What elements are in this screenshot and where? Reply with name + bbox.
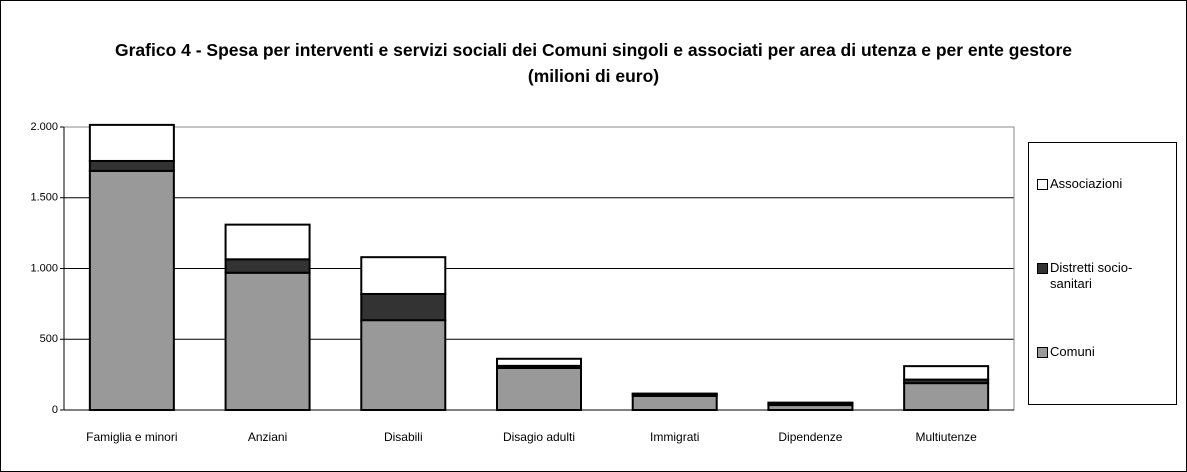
x-tick-label: Multiutenze [915,430,977,444]
x-tick-label: Immigrati [650,430,700,444]
bar-segment [88,159,175,172]
legend-item: Distretti socio-sanitari [1037,260,1177,292]
bar-segment [224,223,311,261]
x-tick-label: Anziani [247,430,288,444]
bar-segment [360,256,447,295]
bar-segment [360,319,447,411]
legend-label: Associazioni [1050,176,1123,191]
bar-segment [631,394,718,412]
x-tick-label: Disabili [383,430,423,444]
bar-segment [360,292,447,322]
y-tick-label: 2.000 [30,121,58,133]
legend-item: Comuni [1037,344,1177,360]
bar-segment [496,357,582,367]
x-tick-label: Dipendenze [778,430,843,444]
bar-segment [224,271,311,411]
bar-segment [88,169,175,411]
legend: Comuni Distretti socio-sanitari Associazio… [1028,142,1177,405]
bar-segment [88,123,175,162]
y-tick-label: 1.000 [30,262,58,274]
x-tick-label: Disagio adulti [502,430,576,444]
legend-label: Comuni [1050,344,1095,359]
legend-swatch [1037,263,1048,274]
bar-segment [903,365,990,381]
bar-segment [224,258,311,274]
y-tick-label: 500 [40,333,58,345]
y-tick-label: 1.500 [30,192,58,204]
legend-item: Associazioni [1037,176,1177,192]
legend-swatch [1037,347,1048,358]
chart-title: Grafico 4 - Spesa per interventi e servi… [115,40,1072,86]
legend-label: Distretti socio-sanitari [1050,260,1133,291]
bar-segment [496,366,582,411]
bar-segment [903,382,990,411]
legend-swatch [1037,179,1048,190]
x-tick-label: Famiglia e minori [86,430,178,444]
y-tick-label: 0 [52,404,58,416]
